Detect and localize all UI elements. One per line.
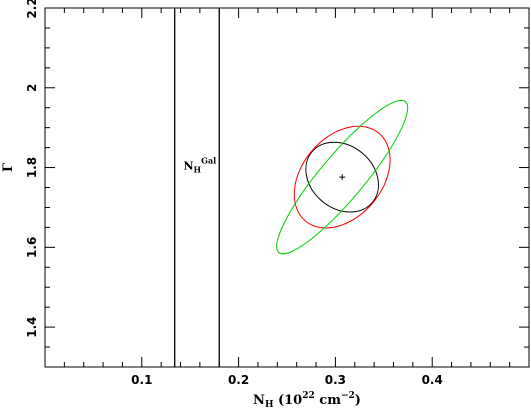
confidence-contour (305, 141, 379, 213)
y-tick-label: 1.4 (25, 316, 39, 337)
x-axis-label: NH (1022 cm−2) (253, 391, 361, 409)
y-tick-label: 2.2 (25, 0, 39, 19)
plot-frame (44, 7, 530, 368)
best-fit-marker (339, 174, 346, 181)
x-tick-label: 0.3 (325, 373, 346, 387)
y-tick-label: 1.6 (25, 237, 39, 258)
x-tick-label: 0.1 (131, 373, 152, 387)
y-axis-label: Γ (1, 162, 16, 172)
x-tick-label: 0.4 (422, 373, 443, 387)
x-tick-label: 0.2 (228, 373, 249, 387)
annot-sub: H (194, 165, 202, 175)
axis-ticks (45, 8, 529, 367)
y-tick-label: 1.8 (25, 157, 39, 178)
confidence-contour (276, 99, 409, 255)
galactic-nh-lines (174, 8, 220, 367)
annot-sup: Gal (201, 156, 216, 166)
confidence-contour (293, 125, 391, 229)
confidence-contours (276, 99, 409, 255)
nh-gal-annotation: NHGal (183, 156, 216, 175)
tick-labels: 0.1 0.2 0.3 0.4 1.4 1.6 1.8 2 2.2 (25, 0, 443, 387)
plot-area (44, 7, 530, 368)
y-tick-label: 2 (25, 84, 39, 92)
annot-main: N (183, 160, 193, 173)
